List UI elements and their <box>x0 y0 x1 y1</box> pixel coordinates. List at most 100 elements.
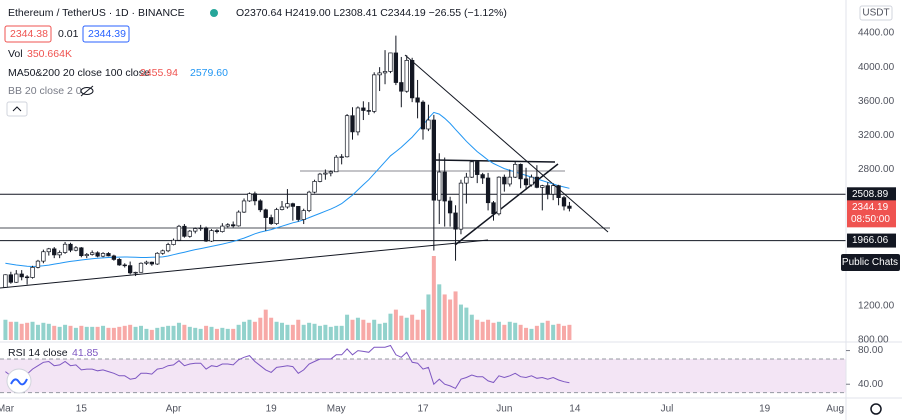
candle-body <box>220 225 225 232</box>
volume-bar <box>502 324 507 340</box>
volume-bar <box>469 314 474 340</box>
volume-bar <box>513 322 518 340</box>
candle-body <box>458 182 464 230</box>
volume-bar <box>524 327 529 340</box>
ma-value: 2579.60 <box>190 67 228 79</box>
candle-body <box>447 200 453 214</box>
x-tick-label: Jun <box>496 404 512 415</box>
candle-body <box>561 197 567 207</box>
candle-body <box>209 230 214 242</box>
y-tick-label: 3600.00 <box>858 96 895 107</box>
candle-body <box>469 161 474 178</box>
volume-bar <box>171 325 176 340</box>
volume-bar <box>263 309 268 340</box>
x-tick-label: Aug <box>826 404 844 415</box>
volume-bar <box>415 319 420 340</box>
volume-bar <box>84 326 89 340</box>
y-tick-label: 3200.00 <box>858 130 895 141</box>
volume-bar <box>204 325 209 340</box>
volume-bar <box>41 322 46 340</box>
volume-bar <box>187 326 192 340</box>
price-line-box <box>847 233 896 248</box>
collapse-button[interactable] <box>6 101 28 117</box>
bid-box[interactable] <box>4 25 52 43</box>
candle-body <box>8 274 13 283</box>
volume-bar <box>540 322 545 340</box>
volume-bar <box>128 324 133 340</box>
candle-body <box>225 224 230 227</box>
volume-bar <box>448 299 453 340</box>
last-price-box <box>847 200 896 228</box>
volume-bar <box>57 326 62 340</box>
candle-body <box>518 164 523 180</box>
volume-bar <box>458 304 463 340</box>
volume-bar <box>475 319 480 340</box>
volume-bar <box>139 325 143 340</box>
rsi-tick-label: 80.00 <box>858 345 883 356</box>
candle-body <box>404 60 409 92</box>
candle-body <box>556 185 561 198</box>
volume-bar <box>52 325 57 340</box>
candle-body <box>361 107 366 111</box>
currency-box[interactable] <box>859 5 893 21</box>
candle-body <box>323 172 328 175</box>
rsi-line <box>5 344 570 390</box>
volume <box>3 256 572 340</box>
x-tick-label: Apr <box>166 404 182 415</box>
candle-body <box>62 243 68 253</box>
volume-bar <box>383 322 388 340</box>
volume-bar <box>182 324 187 340</box>
volume-bar <box>274 321 279 340</box>
candle-body <box>393 52 399 83</box>
volume-bar <box>567 324 572 340</box>
candle-body <box>274 209 279 224</box>
x-tick-label: Jul <box>661 404 674 415</box>
drawings <box>0 54 610 289</box>
volume-bar <box>301 324 306 340</box>
candle-body <box>540 185 545 188</box>
vol-value: 350.664K <box>27 48 72 60</box>
trend-line <box>404 54 609 233</box>
x-tick-label: 15 <box>76 404 88 415</box>
candle-body <box>296 206 301 220</box>
candle-body <box>241 200 247 213</box>
candle-body <box>90 252 95 255</box>
candle-body <box>377 72 382 76</box>
candle-body <box>355 107 361 133</box>
volume-bar <box>3 319 8 340</box>
candle-body <box>30 266 35 278</box>
candle-body <box>57 252 62 256</box>
candle-body <box>344 115 350 158</box>
countdown: 08:50:00 <box>851 214 890 225</box>
candle-body <box>437 171 442 201</box>
candle-body <box>523 178 529 186</box>
x-tick-label: Mar <box>0 404 15 415</box>
settings-icon[interactable] <box>870 403 882 415</box>
candle-body <box>68 243 73 251</box>
candle-body <box>138 262 144 273</box>
candle-body <box>73 247 79 251</box>
volume-bar <box>290 324 295 340</box>
volume-bar <box>464 307 469 340</box>
volume-bar <box>106 327 111 340</box>
volume-bar <box>258 317 263 340</box>
candle-body <box>236 211 241 227</box>
currency: USDT <box>862 8 889 19</box>
candle-body <box>328 171 333 174</box>
ask-box[interactable] <box>82 25 130 43</box>
candle-body <box>149 261 154 265</box>
volume-bar <box>334 325 339 340</box>
volume-bar <box>372 319 377 340</box>
candle-body <box>193 228 198 232</box>
candle-body <box>491 202 496 215</box>
hide-icon[interactable] <box>80 85 94 97</box>
candle-body <box>339 156 344 158</box>
chat-button[interactable] <box>841 254 900 271</box>
candle-body <box>420 101 426 130</box>
volume-bar <box>312 323 317 340</box>
logo-icon <box>10 378 28 386</box>
bb-label: BB 20 close 2 0 <box>8 85 82 97</box>
candle-body <box>247 193 252 202</box>
volume-bar <box>556 323 561 340</box>
volume-bar <box>437 284 442 340</box>
